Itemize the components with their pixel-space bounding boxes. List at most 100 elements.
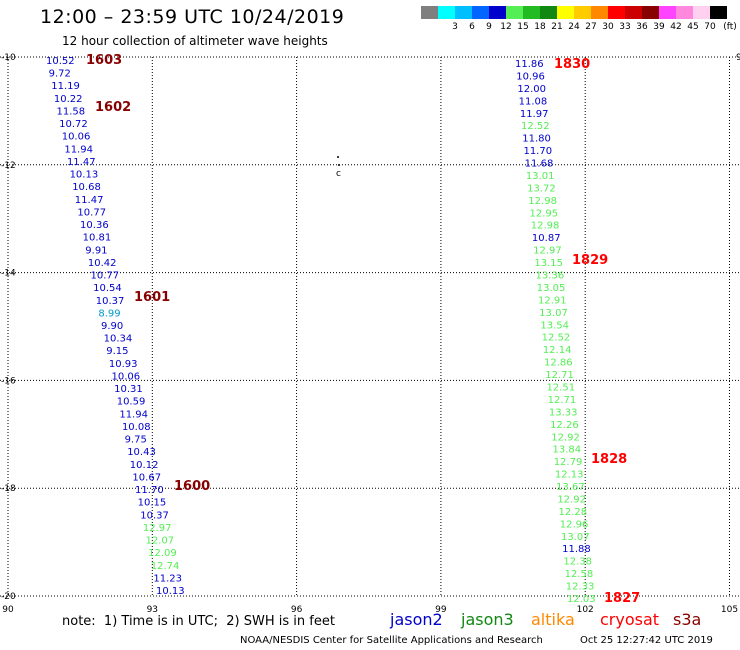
legend-swatch-label: 12 xyxy=(500,22,512,32)
wave-height-label: 13.33 xyxy=(549,407,578,418)
wave-height-label: 12.71 xyxy=(545,370,574,381)
legend-swatch xyxy=(574,6,591,19)
wave-height-label: 12.96 xyxy=(560,519,589,530)
pass-time-label: 1830 xyxy=(554,57,590,72)
page-subtitle: 12 hour collection of altimeter wave hei… xyxy=(62,34,328,48)
wave-height-label: 12.97 xyxy=(533,246,562,257)
wave-height-label: 12.03 xyxy=(567,594,596,605)
wave-height-label: 12.52 xyxy=(521,121,550,132)
wave-height-label: 9.72 xyxy=(49,69,71,80)
wave-height-label: 9.91 xyxy=(85,245,107,256)
legend-swatch-label: 30 xyxy=(602,22,614,32)
wave-height-label: 10.06 xyxy=(111,371,140,382)
satellite-label: jason3 xyxy=(461,610,514,629)
wave-height-label: 11.70 xyxy=(523,146,552,157)
wave-height-label: 12.92 xyxy=(551,432,580,443)
wave-height-label: 11.58 xyxy=(56,106,85,117)
wave-height-label: 10.13 xyxy=(156,586,185,597)
wave-height-label: 12.79 xyxy=(554,457,583,468)
axis-ticks: 90 93 96 99 102 105 -10 -12 -14 -16 -18 -20 9 xyxy=(1,53,740,615)
wave-height-label: 10.08 xyxy=(122,422,151,433)
wave-height-label: 12.92 xyxy=(557,494,586,505)
legend-swatch-label: 45 xyxy=(687,22,699,32)
wave-height-label: 11.94 xyxy=(64,144,93,155)
longitude-tick-label: 99 xyxy=(435,605,447,615)
legend-swatch xyxy=(591,6,608,19)
legend-swatch xyxy=(557,6,574,19)
wave-height-label: 12.98 xyxy=(531,221,560,232)
pass-time-label: 1603 xyxy=(86,53,122,68)
wave-height-label: 13.05 xyxy=(537,283,566,294)
legend-swatch-label: 70 xyxy=(704,22,716,32)
wave-height-label: 13.01 xyxy=(526,171,555,182)
wave-height-label: 12.95 xyxy=(530,208,559,219)
legend-swatch xyxy=(710,6,727,19)
wave-height-label: 9.75 xyxy=(125,435,147,446)
wave-height-label: 10.77 xyxy=(77,207,106,218)
credit-line: NOAA/NESDIS Center for Satellite Applica… xyxy=(240,635,543,646)
wave-height-label: 11.86 xyxy=(515,59,544,70)
wave-height-label: 12.97 xyxy=(143,523,172,534)
wave-height-label: 10.52 xyxy=(46,56,75,67)
legend-swatch xyxy=(608,6,625,19)
wave-height-label: 11.47 xyxy=(75,195,104,206)
pass-times: 1603 1602 1601 1600 1830 1829 1828 1827 xyxy=(86,53,640,606)
legend-swatch xyxy=(642,6,659,19)
wave-height-label: 12.28 xyxy=(559,507,588,518)
legend-swatch xyxy=(455,6,472,19)
latitude-tick-label: -10 xyxy=(1,53,16,63)
legend-swatch xyxy=(489,6,506,19)
latitude-tick-label: -14 xyxy=(1,269,16,279)
pass-time-label: 1600 xyxy=(174,479,210,494)
wave-height-label: 8.99 xyxy=(98,308,120,319)
legend-swatch xyxy=(523,6,540,19)
altimeter-track-left: 10.529.7211.1910.2211.5810.7210.0611.941… xyxy=(46,56,185,597)
legend-swatch-label: 27 xyxy=(585,22,597,32)
wave-height-label: 10.37 xyxy=(96,296,125,307)
wave-height-label: 10.67 xyxy=(132,472,161,483)
island-label: c xyxy=(336,169,341,179)
legend-swatch xyxy=(659,6,676,19)
edge-tick-label: 9 xyxy=(736,53,740,63)
legend-swatch xyxy=(421,6,438,19)
longitude-tick-label: 93 xyxy=(147,605,158,615)
wave-height-label: 10.43 xyxy=(127,447,156,458)
wave-height-label: 10.36 xyxy=(80,220,109,231)
wave-height-label: 12.98 xyxy=(528,196,557,207)
wave-height-label: 11.08 xyxy=(519,96,548,107)
legend-swatch xyxy=(472,6,489,19)
wave-height-label: 10.68 xyxy=(72,182,101,193)
wave-height-label: 10.54 xyxy=(93,283,122,294)
wave-height-label: 13.54 xyxy=(540,320,569,331)
wave-height-label: 13.84 xyxy=(552,445,581,456)
wave-height-label: 12.33 xyxy=(566,582,595,593)
wave-height-label: 11.19 xyxy=(51,81,80,92)
longitude-tick-label: 102 xyxy=(577,605,594,615)
legend-swatch-label: 15 xyxy=(517,22,529,32)
latitude-tick-label: -16 xyxy=(1,376,16,386)
wave-height-label: 10.06 xyxy=(62,132,91,143)
wave-height-label: 12.07 xyxy=(146,536,175,547)
latitude-tick-label: -12 xyxy=(1,161,16,171)
legend-swatch xyxy=(438,6,455,19)
longitude-tick-label: 105 xyxy=(721,605,738,615)
legend-swatch xyxy=(676,6,693,19)
wave-height-label: 12.09 xyxy=(148,548,177,559)
wave-height-label: 11.80 xyxy=(522,134,551,145)
wave-height-label: 10.59 xyxy=(117,397,146,408)
wave-height-label: 12.13 xyxy=(555,470,584,481)
wave-height-label: 10.22 xyxy=(54,94,83,105)
wave-height-label: 13.07 xyxy=(539,308,568,319)
wave-height-label: 12.14 xyxy=(543,345,572,356)
legend-swatch-label: 42 xyxy=(670,22,682,32)
wave-height-label: 12.26 xyxy=(550,420,579,431)
wave-height-label: 10.77 xyxy=(91,271,120,282)
wave-height-label: 11.97 xyxy=(520,109,549,120)
wave-height-label: 10.13 xyxy=(70,170,99,181)
wave-height-label: 12.00 xyxy=(517,84,546,95)
wave-height-label: 9.90 xyxy=(101,321,123,332)
latitude-tick-label: -20 xyxy=(1,592,16,602)
legend-swatch-label: 18 xyxy=(534,22,546,32)
